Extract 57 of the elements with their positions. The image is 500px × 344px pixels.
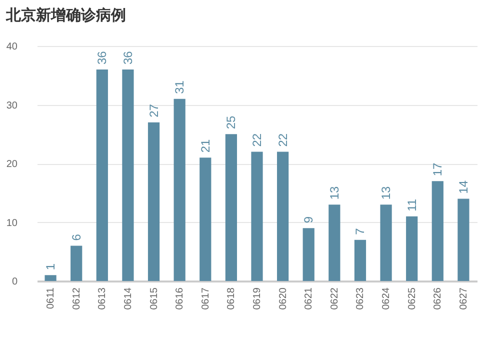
x-tick-label: 0621: [304, 287, 315, 310]
data-label: 21: [198, 138, 212, 153]
x-tick-label: 0614: [122, 287, 134, 310]
data-label: 31: [172, 80, 187, 94]
bar: [380, 204, 392, 281]
x-tick-label: 0623: [355, 287, 366, 310]
x-tick-label: 0617: [200, 287, 212, 310]
bar: [354, 240, 366, 281]
x-tick-label: 0616: [174, 287, 186, 310]
x-tick-label: 0624: [381, 287, 392, 310]
bar: [251, 152, 263, 281]
data-label: 17: [430, 162, 445, 176]
y-tick-label: 40: [6, 42, 18, 52]
y-tick-label: 10: [6, 218, 18, 229]
x-tick-label: 0615: [148, 287, 160, 310]
data-label: 6: [69, 234, 84, 241]
x-tick-label: 0626: [432, 287, 444, 310]
data-label: 13: [327, 186, 342, 200]
bar: [328, 204, 340, 281]
bar: [277, 152, 289, 281]
bar: [174, 98, 186, 281]
data-label: 36: [120, 50, 135, 64]
y-tick-label: 0: [12, 276, 18, 288]
data-label: 9: [302, 216, 316, 224]
x-tick-label: 0618: [226, 287, 238, 310]
bar: [148, 122, 160, 281]
y-tick-label: 30: [6, 100, 18, 112]
bar: [406, 216, 418, 281]
y-tick-label: 20: [6, 159, 18, 170]
bar: [44, 275, 56, 281]
bar: [122, 70, 134, 281]
data-label: 36: [95, 50, 110, 64]
bar: [432, 181, 444, 281]
data-label: 7: [353, 228, 368, 235]
data-label: 11: [404, 198, 419, 212]
x-tick-label: 0625: [406, 287, 418, 310]
bar: [70, 246, 82, 281]
x-tick-label: 0627: [458, 287, 470, 310]
bar: [458, 198, 470, 281]
x-tick-label: 0611: [46, 287, 57, 310]
data-label: 22: [250, 133, 264, 147]
x-tick-label: 0612: [71, 287, 82, 310]
data-label: 27: [146, 104, 161, 118]
data-label: 22: [276, 133, 290, 147]
x-tick-label: 0613: [97, 287, 108, 310]
x-tick-label: 0619: [252, 287, 263, 310]
bar: [96, 70, 108, 281]
chart-title: 北京新增确诊病例: [4, 6, 126, 24]
bar: [225, 134, 237, 281]
data-label: 14: [456, 180, 470, 194]
data-label: 25: [224, 115, 238, 130]
bar: [200, 158, 212, 281]
bar: [302, 228, 314, 281]
x-tick-label: 0620: [278, 287, 289, 310]
x-tick-label: 0622: [329, 287, 340, 310]
data-label: 1: [44, 263, 58, 270]
data-label: 13: [379, 186, 394, 200]
